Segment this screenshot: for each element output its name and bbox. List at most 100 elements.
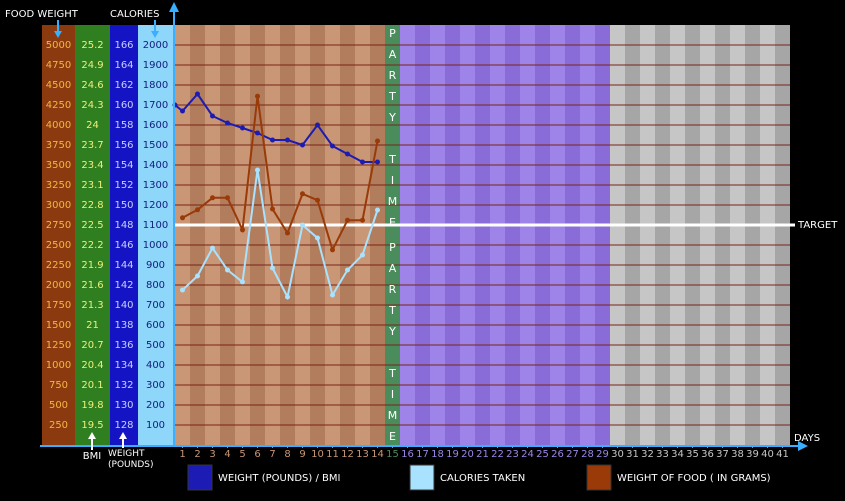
x-tick-label: 30 — [611, 449, 624, 460]
x-tick-label: 40 — [761, 449, 774, 460]
point — [375, 207, 380, 213]
band-stripe — [475, 25, 490, 445]
y-tick-label: 142 — [114, 280, 133, 291]
y-tick-label: 1700 — [143, 100, 168, 111]
band-stripe — [625, 25, 640, 445]
x-tick-label: 27 — [566, 449, 579, 460]
y-tick-label: 4500 — [46, 80, 71, 91]
point — [240, 227, 245, 233]
band-stripe — [685, 25, 700, 445]
x-tick-label: 5 — [239, 449, 245, 460]
y-tick-label: 22.8 — [81, 200, 103, 211]
y-tick-label: 4000 — [46, 120, 71, 131]
point — [315, 197, 320, 203]
band-label: PARTY TIME — [386, 27, 399, 237]
y-tick-label: 1300 — [143, 180, 168, 191]
y-tick-label: 1000 — [46, 360, 71, 371]
y-tick-label: 700 — [146, 300, 165, 311]
band-stripe — [535, 25, 550, 445]
y-tick-label: 3500 — [46, 160, 71, 171]
y-tick-label: 2000 — [46, 280, 71, 291]
y-tick-label: 1500 — [46, 320, 71, 331]
y-tick-label: 1400 — [143, 160, 168, 171]
arrow-head — [151, 31, 159, 38]
axis-columns: 250 500 750 1000 1250 1500 1750 2000 2250 2500 275… — [42, 25, 173, 445]
y-tick-label: 1750 — [46, 300, 71, 311]
y-tick-label: 22.2 — [81, 240, 103, 251]
backgrounds — [175, 25, 790, 445]
axis-column — [110, 25, 138, 445]
y-tick-label: 160 — [114, 100, 133, 111]
y-tick-label: 1900 — [143, 60, 168, 71]
data-layer — [172, 91, 795, 300]
point — [330, 143, 335, 149]
y-tick-label: 150 — [114, 200, 133, 211]
point — [195, 91, 200, 97]
point — [195, 273, 200, 279]
x-tick-label: 36 — [701, 449, 714, 460]
y-tick-label: 1250 — [46, 340, 71, 351]
y-tick-label: 21.3 — [81, 300, 103, 311]
point — [300, 191, 305, 197]
y-tick-label: 21.6 — [81, 280, 103, 291]
x-tick-label: 9 — [299, 449, 305, 460]
x-tick-label: 28 — [581, 449, 594, 460]
point — [285, 294, 290, 300]
y-tick-label: 800 — [146, 280, 165, 291]
point — [255, 167, 260, 173]
point — [360, 217, 365, 223]
x-tick-label: 10 — [311, 449, 324, 460]
weight-axis-label: WEIGHT (POUNDS) — [108, 449, 154, 470]
x-tick-label: 3 — [209, 449, 215, 460]
food-axis-label: FOOD WEIGHT — [5, 9, 79, 20]
x-tick-label: 23 — [506, 449, 519, 460]
x-tick-label: 20 — [461, 449, 474, 460]
y-tick-label: 25.2 — [81, 40, 103, 51]
point — [270, 137, 275, 143]
x-tick-label: 16 — [401, 449, 414, 460]
y-tick-label: 134 — [114, 360, 133, 371]
target-label: TARGET — [797, 220, 838, 231]
x-tick-label: 32 — [641, 449, 654, 460]
y-tick-label: 2500 — [46, 240, 71, 251]
y-tick-label: 132 — [114, 380, 133, 391]
series-line — [181, 169, 379, 300]
x-tick-label: 1 — [179, 449, 185, 460]
y-tick-label: 100 — [146, 420, 165, 431]
axes: 1 2 3 4 5 6 7 8 9 10 11 12 13 14 15 16 17 18 19 20 21 22 23 24 2… — [40, 2, 808, 460]
y-tick-label: 24.6 — [81, 80, 103, 91]
point — [180, 108, 185, 114]
x-tick-label: 35 — [686, 449, 699, 460]
point — [270, 265, 275, 271]
y-tick-label: 2000 — [143, 40, 168, 51]
y-tick-label: 600 — [146, 320, 165, 331]
axis-column — [75, 25, 110, 445]
y-tick-label: 166 — [114, 40, 133, 51]
x-tick-label: 39 — [746, 449, 759, 460]
x-tick-label: 37 — [716, 449, 729, 460]
point — [315, 122, 320, 128]
y-axis-arrow — [169, 2, 179, 12]
band-stripe — [505, 25, 520, 445]
y-tick-label: 1100 — [143, 220, 168, 231]
y-tick-label: 144 — [114, 260, 133, 271]
legend-label: WEIGHT OF FOOD ( IN GRAMS) — [617, 473, 771, 484]
y-tick-label: 22.5 — [81, 220, 103, 231]
point — [180, 215, 185, 221]
y-tick-label: 156 — [114, 140, 133, 151]
x-tick-label: 29 — [596, 449, 609, 460]
x-tick-label: 41 — [776, 449, 789, 460]
y-tick-label: 164 — [114, 60, 133, 71]
x-tick-label: 25 — [536, 449, 549, 460]
x-axis-arrow — [798, 441, 808, 451]
y-tick-label: 20.1 — [81, 380, 103, 391]
point — [315, 235, 320, 241]
point — [345, 267, 350, 273]
x-tick-label: 7 — [269, 449, 275, 460]
point — [240, 125, 245, 131]
point — [285, 230, 290, 236]
y-tick-label: 4750 — [46, 60, 71, 71]
point — [330, 292, 335, 298]
y-tick-label: 1500 — [143, 140, 168, 151]
